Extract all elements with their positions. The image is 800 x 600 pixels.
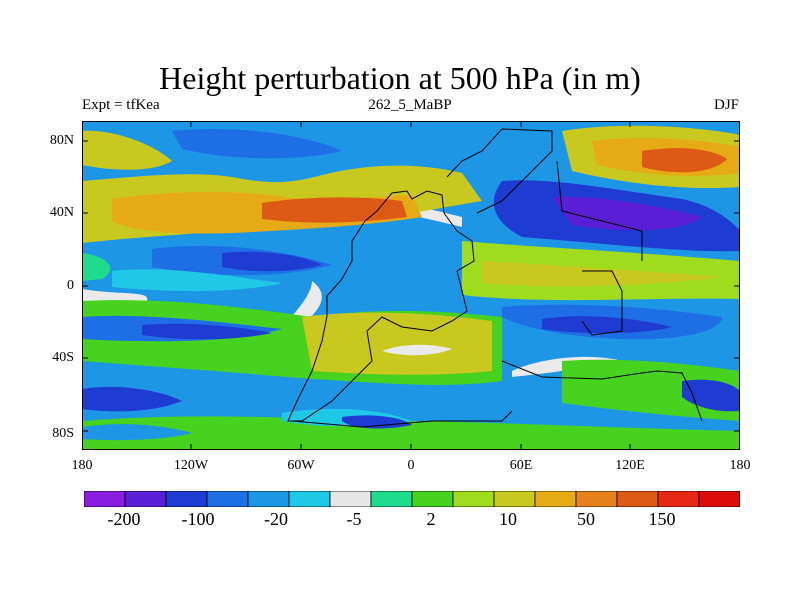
contour-negative-region — [82, 386, 182, 412]
colorbar-label: -5 — [346, 509, 362, 529]
colorbar-swatch — [84, 491, 126, 507]
colorbar-swatch — [698, 491, 740, 507]
axis-tick-marks — [82, 121, 740, 450]
x-tick-label: 120E — [615, 458, 645, 473]
colorbar-swatch — [657, 491, 700, 507]
x-tick-label: 180 — [729, 458, 751, 473]
contour-negative-region — [172, 129, 342, 159]
contour-negative-region — [112, 269, 282, 292]
y-tick-label: 40N — [49, 205, 74, 220]
colorbar-swatch — [288, 491, 331, 507]
x-tick-label: 60E — [509, 458, 533, 473]
colorbar-label: -100 — [181, 509, 215, 529]
x-tick-label: 180 — [71, 458, 93, 473]
contour-positive-region — [642, 148, 727, 173]
colorbar-swatch — [329, 491, 372, 507]
contour-negative-region — [222, 251, 322, 272]
colorbar-label: 150 — [648, 509, 676, 529]
contour-positive-region — [482, 261, 722, 287]
y-tick-label: 80N — [49, 133, 74, 148]
contour-positive-region — [82, 416, 740, 450]
season-label: DJF — [713, 97, 739, 113]
contour-positive-region — [82, 424, 192, 441]
colorbar-label: -20 — [264, 509, 288, 529]
colorbar-swatch — [493, 491, 536, 507]
colorbar — [84, 491, 740, 507]
height-perturbation-map — [82, 121, 740, 450]
colorbar-swatch — [370, 491, 413, 507]
colorbar-swatch — [452, 491, 495, 507]
colorbar-swatch — [411, 491, 454, 507]
y-tick-label: 0 — [67, 278, 74, 293]
contour-negative-region — [682, 379, 740, 412]
contour-positive-region — [82, 130, 172, 170]
colorbar-label: 2 — [426, 509, 436, 529]
run-label: 262_5_MaBP — [368, 97, 452, 113]
contour-negative-region — [542, 316, 672, 334]
x-tick-label: 120W — [173, 458, 209, 473]
colorbar-label: -200 — [107, 509, 141, 529]
colorbar-swatch — [616, 491, 659, 507]
contour-negative-region — [142, 323, 272, 340]
y-tick-label: 40S — [52, 350, 74, 365]
colorbar-swatch — [534, 491, 577, 507]
continent-outlines — [287, 128, 703, 428]
x-tick-label: 60W — [287, 458, 315, 473]
plot-title: Height perturbation at 500 hPa (in m) — [159, 60, 641, 96]
contour-positive-region — [562, 359, 740, 421]
contour-neutral-band — [382, 344, 452, 356]
experiment-label: Expt = tfKea — [82, 97, 160, 113]
y-tick-label: 80S — [52, 426, 74, 441]
colorbar-swatch — [247, 491, 290, 507]
contour-positive-region — [302, 312, 492, 375]
colorbar-label: 50 — [577, 509, 595, 529]
contour-positive-region — [82, 253, 111, 281]
x-tick-label: 0 — [407, 458, 415, 473]
colorbar-swatch — [124, 491, 167, 507]
colorbar-swatch — [206, 491, 249, 507]
contour-negative-region — [342, 415, 412, 429]
colorbar-label: 10 — [499, 509, 517, 529]
contour-negative-region — [552, 196, 702, 231]
colorbar-swatch — [165, 491, 208, 507]
contour-neutral-band — [287, 281, 322, 321]
colorbar-swatch — [575, 491, 618, 507]
